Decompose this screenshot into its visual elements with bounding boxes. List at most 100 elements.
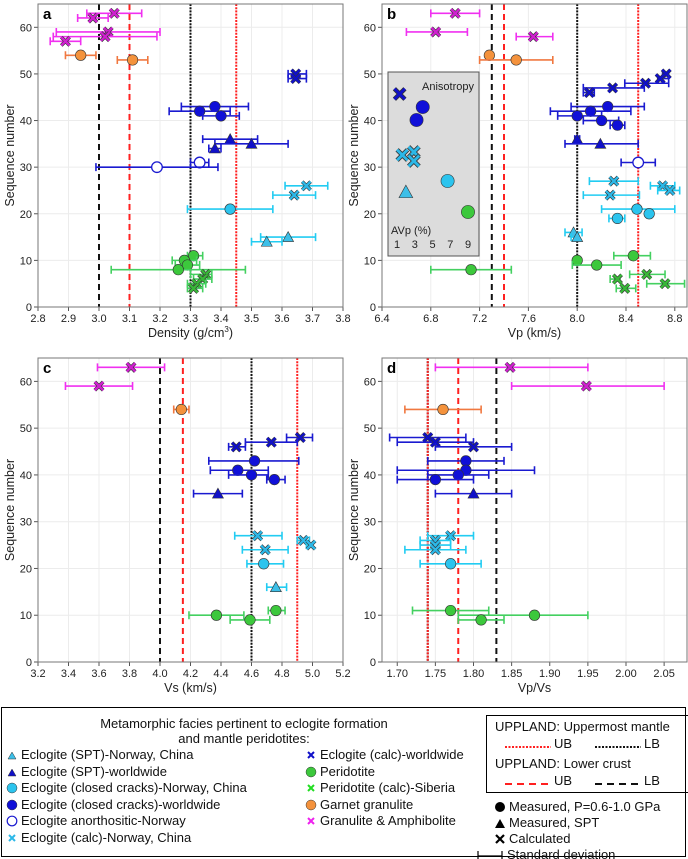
data-point-cross: [664, 184, 676, 196]
legend-cross-icon: [307, 751, 315, 759]
legend-item: Eclogite (closed cracks)-Norway, China: [6, 780, 247, 795]
data-point-triangle: [467, 487, 480, 499]
cross-icon: [495, 834, 505, 844]
data-point-cross: [288, 189, 300, 201]
y-tick-label: 20: [364, 563, 376, 575]
mantle-lb-label: LB: [644, 736, 660, 751]
x-tick-label: 1.70: [387, 668, 408, 680]
y-tick-label: 40: [20, 116, 32, 128]
data-point-circle: [591, 259, 603, 271]
data-point-cross: [640, 77, 651, 89]
y-tick-label: 10: [364, 255, 376, 267]
y-tick-label: 60: [364, 376, 376, 388]
data-point-open-circle: [150, 161, 163, 174]
data-point-cross: [93, 380, 105, 392]
x-tick-label: 2.8: [30, 313, 45, 325]
data-point-cross: [580, 380, 592, 392]
data-point-cross: [59, 35, 71, 47]
x-tick-label: 3.0: [91, 313, 106, 325]
data-point-circle: [175, 403, 187, 416]
x-tick-label: 1.80: [463, 668, 484, 680]
data-point-circle: [528, 609, 541, 621]
data-point-circle: [595, 114, 608, 127]
y-tick-label: 50: [20, 423, 32, 435]
inset-marker-circle: [440, 174, 455, 188]
y-tick-label: 30: [364, 162, 376, 174]
data-point-cross: [230, 441, 242, 453]
legend-item-label: Peridotite: [320, 763, 375, 779]
data-point-circle: [126, 54, 139, 66]
y-tick-label: 20: [20, 563, 32, 575]
red-dashed-line-icon: [505, 783, 551, 785]
panel-c: 3.2 3.4 3.6 3.8 4.0 4.2 4.4 4.6 4.8 5.0 5.2 0 10 20 30…: [3, 357, 351, 695]
inset-box: [387, 71, 480, 257]
legend-cross-icon: [8, 833, 16, 842]
x-axis-title-text: Vs (km/s): [164, 681, 217, 695]
y-tick-label: 10: [20, 610, 32, 622]
y-tick-label: 10: [364, 610, 376, 622]
x-tick-label: 3.6: [91, 668, 106, 680]
legend-item-label: Eclogite (closed cracks)-worldwide: [21, 796, 221, 812]
data-point-circle: [475, 614, 487, 626]
panel-letter: d: [387, 360, 396, 377]
panel-letter: a: [43, 6, 52, 23]
y-tick-label: 20: [364, 209, 376, 221]
x-tick-label: 3.8: [122, 668, 137, 680]
data-point-cross: [252, 530, 264, 542]
x-tick-label: 3.6: [274, 313, 289, 325]
x-tick-label: 3.5: [244, 313, 259, 325]
plot-frame: [37, 357, 344, 663]
data-point-cross: [468, 441, 479, 453]
data-point-circle: [224, 203, 236, 215]
x-tick-label: 1.95: [577, 668, 598, 680]
y-axis-title: Sequence number: [3, 459, 17, 561]
measured-spt-entry: Measured, SPT: [494, 815, 599, 830]
inset-tick-label: 7: [447, 239, 453, 251]
y-tick-label: 40: [364, 116, 376, 128]
legend-circle-icon: [6, 799, 18, 810]
inset-marker-circle: [409, 113, 424, 127]
x-tick-label: 6.8: [423, 313, 438, 325]
inset-tick-label: 5: [429, 239, 435, 251]
measured-spt-label: Measured, SPT: [509, 815, 600, 830]
data-point-cross: [657, 180, 669, 192]
y-tick-label: 40: [364, 470, 376, 482]
data-point-circle: [215, 110, 227, 122]
data-point-circle: [75, 49, 87, 61]
x-tick-label: 4.4: [213, 668, 228, 680]
data-point-triangle: [571, 230, 584, 242]
y-tick-label: 60: [364, 22, 376, 34]
inset-marker-cross: [392, 87, 407, 101]
legend-item: Eclogite anorthositic-Norway: [6, 813, 186, 828]
data-point-cross: [188, 282, 200, 294]
data-point-circle: [631, 203, 643, 215]
inset-marker-cross: [395, 148, 410, 162]
legend-item-label: Granulite & Amphibolite: [320, 813, 456, 828]
legend-item: Eclogite (SPT)-Norway, China: [6, 747, 193, 762]
x-tick-label: 4.6: [244, 668, 259, 680]
data-point-circle: [510, 54, 522, 66]
legend-item: Eclogite (calc)-Norway, China: [6, 830, 191, 845]
x-axis-title: Vp/Vs: [518, 681, 551, 695]
inset-marker-circle: [461, 205, 475, 219]
data-point-cross: [641, 268, 653, 280]
x-axis-title-sup: 3: [224, 325, 229, 334]
filled-circle-icon: [495, 802, 505, 812]
data-point-triangle: [260, 235, 273, 247]
x-tick-label: 3.2: [152, 313, 167, 325]
y-tick-label: 50: [364, 423, 376, 435]
y-tick-label: 10: [20, 255, 32, 267]
x-tick-label: 6.4: [374, 313, 389, 325]
x-tick-label: 1.90: [539, 668, 560, 680]
x-tick-label: 7.2: [472, 313, 487, 325]
x-tick-label: 3.8: [335, 313, 350, 325]
data-point-circle: [465, 264, 477, 276]
y-axis-title: Sequence number: [3, 104, 17, 206]
data-point-circle: [232, 464, 244, 476]
measured-entry: Measured, P=0.6-1.0 GPa: [494, 799, 660, 814]
mantle-ub-entry: UB: [505, 736, 572, 751]
black-dashed-line-icon: [595, 783, 641, 785]
legend-circle-icon: [305, 799, 317, 810]
data-point-circle: [611, 119, 624, 131]
